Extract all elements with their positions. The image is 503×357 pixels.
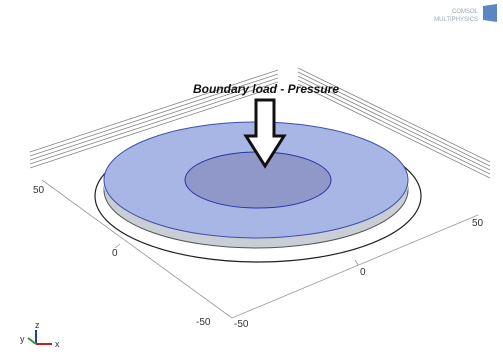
triad-x: x [55, 339, 60, 349]
right-tick-label: 50 [472, 218, 484, 229]
annotation: Boundary load - Pressure [193, 82, 339, 96]
logo-line1: COMSOL [452, 9, 479, 15]
left-tick-label: 0 [112, 248, 118, 259]
right-tick-label: -50 [234, 319, 249, 330]
right-tick-label: 0 [360, 267, 366, 278]
triad-z: z [35, 320, 40, 330]
load-region [185, 152, 331, 208]
triad-y: y [20, 334, 25, 344]
logo-icon [483, 4, 497, 22]
left-tick-label: 50 [33, 185, 45, 196]
model-view: COMSOL MULTIPHYSICS Boundary load - Pres… [0, 0, 503, 357]
left-tick-label: -50 [196, 317, 211, 328]
logo-line2: MULTIPHYSICS [434, 17, 478, 23]
